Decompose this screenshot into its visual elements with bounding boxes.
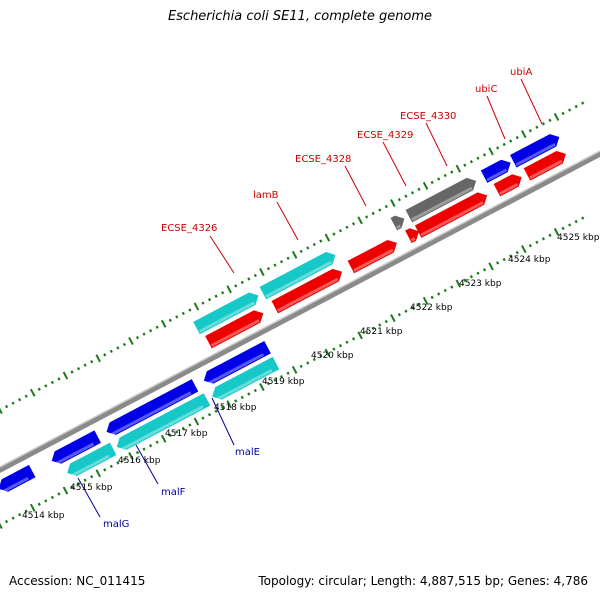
tick-label: 4517 kbp bbox=[165, 429, 208, 439]
gene-label-malg: malG bbox=[77, 477, 129, 530]
gene-label-text: malE bbox=[235, 447, 260, 458]
gene-label-text: ECSE_4326 bbox=[161, 223, 217, 234]
gene-label-text: ECSE_4329 bbox=[357, 130, 413, 141]
tick-label: 4525 kbp bbox=[557, 233, 600, 243]
gene-labels: ECSE_4326 lamB ECSE_4328 ECSE_4329 ECSE_4330… bbox=[77, 67, 543, 530]
gene-ubia-red bbox=[523, 150, 566, 181]
gene-label-text: malG bbox=[103, 519, 129, 530]
tick-label: 4516 kbp bbox=[118, 456, 161, 466]
tick-label: 4518 kbp bbox=[214, 403, 257, 413]
gene-ubia-blue bbox=[509, 134, 560, 168]
accession-label: Accession: NC_011415 bbox=[9, 574, 146, 588]
gene-male-cyan bbox=[212, 356, 280, 402]
gene-label-text: malF bbox=[161, 487, 186, 498]
tick-label: 4524 kbp bbox=[508, 255, 551, 265]
gene-malg-cyan bbox=[67, 442, 117, 478]
gene-label-text: ubiA bbox=[510, 67, 532, 78]
gene-malf-blue bbox=[106, 379, 199, 437]
tick-label: 4520 kbp bbox=[311, 351, 354, 361]
gene-malg-blue bbox=[51, 430, 101, 466]
gene-label-ecse-4330: ECSE_4330 bbox=[400, 111, 456, 167]
tick-label: 4521 kbp bbox=[360, 327, 403, 337]
gene-label-malf: malF bbox=[135, 444, 186, 498]
gene-label-text: lamB bbox=[253, 190, 279, 201]
gene-label-ecse-4329: ECSE_4329 bbox=[357, 130, 413, 187]
genome-title: Escherichia coli SE11, complete genome bbox=[167, 9, 433, 24]
gene-ecse-4329-gray bbox=[390, 215, 405, 231]
gene-left-blue bbox=[0, 464, 36, 494]
gene-lamb-cyan bbox=[259, 251, 336, 300]
gene-ecse-4330-gray bbox=[405, 177, 477, 223]
tick-label: 4522 kbp bbox=[410, 303, 453, 313]
gene-ecse-4329-small bbox=[405, 228, 420, 244]
gene-label-text: ECSE_4330 bbox=[400, 111, 456, 122]
topology-info: Topology: circular; Length: 4,887,515 bp… bbox=[258, 574, 588, 588]
gene-label-male: malE bbox=[211, 397, 260, 458]
gene-male-blue bbox=[203, 340, 271, 386]
tick-label: 4523 kbp bbox=[459, 279, 502, 289]
gene-features bbox=[0, 134, 566, 494]
gene-label-ecse-4328: ECSE_4328 bbox=[295, 154, 367, 207]
gene-ecse-4330-red bbox=[414, 192, 488, 238]
outer-tick-row bbox=[0, 101, 585, 415]
gene-malf-cyan bbox=[116, 393, 211, 452]
scale-ticks bbox=[0, 101, 585, 530]
tick-label: 4515 kbp bbox=[70, 483, 113, 493]
gene-ecse-4326-red bbox=[205, 310, 264, 349]
gene-label-ubic: ubiC bbox=[475, 84, 506, 140]
gene-label-text: ubiC bbox=[475, 84, 497, 95]
gene-label-ecse-4326: ECSE_4326 bbox=[161, 223, 235, 274]
tick-label: 4519 kbp bbox=[262, 377, 305, 387]
inner-tick-row bbox=[0, 216, 585, 530]
tick-label: 4514 kbp bbox=[22, 511, 65, 521]
gene-label-lamb: lamB bbox=[253, 190, 299, 241]
gene-ecse-4328 bbox=[347, 239, 397, 274]
genome-backbone bbox=[0, 150, 600, 473]
gene-ubic-blue bbox=[480, 159, 511, 183]
gene-label-ubia: ubiA bbox=[510, 67, 543, 125]
gene-ubic-red bbox=[493, 174, 522, 197]
gene-label-text: ECSE_4328 bbox=[295, 154, 351, 165]
scale-tick-labels: 4514 kbp 4515 kbp 4516 kbp 4517 kbp 4518 kbp… bbox=[22, 233, 600, 521]
gene-lamb-red bbox=[271, 268, 343, 314]
gene-ecse-4326-cyan bbox=[193, 292, 259, 335]
